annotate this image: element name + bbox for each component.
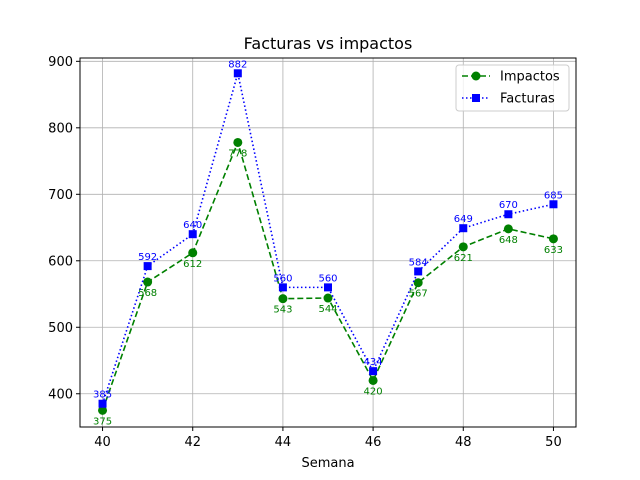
legend-label-impactos: Impactos <box>500 70 560 85</box>
legend: Impactos Facturas <box>455 64 570 112</box>
series-layer: 375 568 612 778 543 544 420 567 621 648 633 385 592 6… <box>93 59 563 427</box>
x-tick-label: 48 <box>455 435 472 450</box>
data-point-facturas <box>233 69 242 78</box>
data-point-facturas <box>369 367 378 376</box>
y-tick-label: 500 <box>48 321 73 336</box>
y-tick-label: 700 <box>48 188 73 203</box>
data-point-impactos <box>233 137 243 147</box>
x-tick-label: 42 <box>184 435 201 450</box>
data-label-impactos: 544 <box>318 304 337 315</box>
y-tick-label: 400 <box>48 387 73 402</box>
data-label-impactos: 567 <box>409 289 428 300</box>
data-label-impactos: 778 <box>228 148 247 159</box>
data-label-impactos: 621 <box>454 253 473 264</box>
data-point-impactos <box>143 277 153 287</box>
x-tick-label: 46 <box>365 435 382 450</box>
chart-title: Facturas vs impactos <box>244 34 413 53</box>
legend-label-facturas: Facturas <box>500 92 555 107</box>
data-label-facturas: 670 <box>499 200 518 211</box>
data-point-impactos <box>323 293 333 303</box>
x-tick-label: 40 <box>94 435 111 450</box>
data-label-facturas: 685 <box>544 190 563 201</box>
data-point-impactos <box>188 248 198 258</box>
data-label-impactos: 420 <box>364 386 383 397</box>
data-point-facturas <box>324 283 332 292</box>
data-point-impactos <box>98 405 108 415</box>
x-tick-label: 44 <box>275 435 292 450</box>
data-label-impactos: 568 <box>138 288 157 299</box>
data-label-impactos: 633 <box>544 245 563 256</box>
data-label-facturas: 560 <box>273 273 292 284</box>
legend-marker-facturas <box>472 94 480 102</box>
data-label-facturas: 592 <box>138 252 157 263</box>
data-point-facturas <box>278 283 287 292</box>
data-point-impactos <box>503 224 513 234</box>
data-label-impactos: 648 <box>499 235 518 246</box>
data-point-impactos <box>548 234 558 244</box>
data-point-facturas <box>504 210 513 219</box>
data-point-facturas <box>188 230 197 239</box>
data-point-impactos <box>458 242 468 252</box>
data-label-facturas: 584 <box>409 257 428 268</box>
x-axis-label: Semana <box>301 456 354 471</box>
data-point-facturas <box>549 200 558 209</box>
data-label-facturas: 560 <box>318 273 337 284</box>
data-label-facturas: 649 <box>454 214 473 225</box>
data-label-impactos: 375 <box>93 416 112 427</box>
y-tick-label: 600 <box>48 254 73 269</box>
data-label-impactos: 612 <box>183 259 202 270</box>
data-point-impactos <box>368 375 378 385</box>
plot-frame <box>79 57 577 428</box>
data-label-facturas: 640 <box>183 220 202 231</box>
data-point-facturas <box>98 399 107 408</box>
x-tick-label: 50 <box>545 435 562 450</box>
data-point-facturas <box>414 267 423 276</box>
data-point-impactos <box>278 294 288 304</box>
y-tick-label: 900 <box>48 55 73 70</box>
data-label-facturas: 385 <box>93 390 112 401</box>
data-point-impactos <box>413 278 423 288</box>
data-label-facturas: 882 <box>228 59 247 70</box>
grid <box>80 58 576 427</box>
y-tick-label: 800 <box>48 121 73 136</box>
axes: 40 42 44 46 48 50 400 500 600 700 800 900 <box>48 55 562 450</box>
legend-marker-impactos <box>471 71 481 81</box>
data-label-impactos: 543 <box>273 305 292 316</box>
data-label-facturas: 434 <box>364 357 383 368</box>
data-point-facturas <box>459 224 468 233</box>
data-point-facturas <box>143 262 152 271</box>
